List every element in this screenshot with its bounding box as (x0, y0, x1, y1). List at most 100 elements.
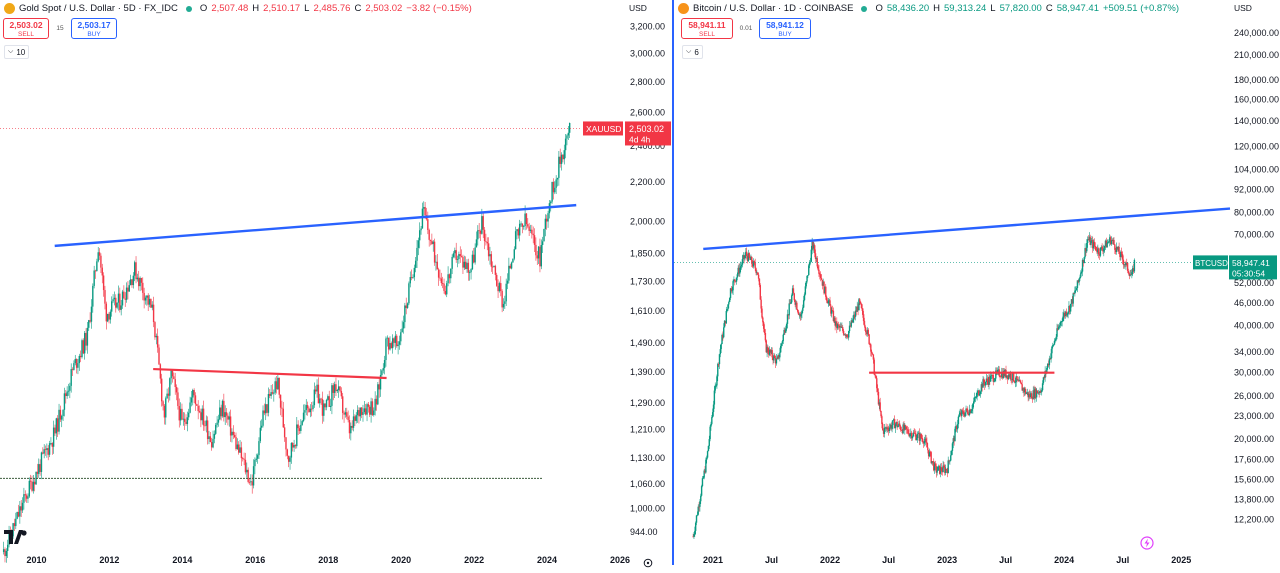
pane-divider[interactable] (672, 0, 674, 565)
candle-body-123 (797, 309, 799, 312)
candle-body-369 (501, 291, 503, 308)
gold-scale-settings-icon[interactable] (643, 555, 653, 573)
candle-body-415 (563, 150, 565, 160)
candle-body-249 (904, 425, 906, 430)
candle-body-0 (2, 549, 5, 552)
candle-body-471 (1092, 241, 1095, 249)
lightning-alert-icon[interactable] (1140, 536, 1154, 555)
candle-body-347 (471, 254, 474, 270)
x-tick-label-1: Jul (765, 555, 778, 565)
candle-body-262 (915, 433, 917, 440)
candle-body-196 (267, 394, 270, 413)
candle-body-461 (1084, 248, 1086, 258)
candle-body-156 (213, 433, 216, 439)
btc-close-label: C (1045, 3, 1053, 14)
candle-body-307 (417, 240, 420, 248)
candle-body-127 (174, 379, 176, 387)
y-tick-label-14: 34,000.00 (1234, 347, 1274, 357)
gold-currency-label[interactable]: USD (629, 3, 647, 13)
candle-body-231 (888, 427, 891, 432)
candle-body-62 (745, 251, 747, 256)
candle-body-316 (961, 410, 963, 416)
btc-high-label: H (933, 3, 941, 14)
candle-body-262 (356, 410, 359, 416)
candle-body-148 (202, 408, 205, 426)
candle-body-194 (857, 306, 859, 311)
candle-body-138 (189, 402, 191, 413)
candle-body-384 (521, 223, 524, 227)
candle-body-413 (560, 154, 563, 164)
candle-body-323 (439, 277, 441, 279)
candle-body-492 (1110, 240, 1113, 245)
btc-sell-button[interactable]: 58,941.11 SELL (681, 18, 733, 39)
candle-body-128 (801, 310, 803, 315)
candle-body-361 (490, 254, 493, 267)
candle-body-196 (859, 299, 861, 302)
candle-body-396 (1029, 394, 1031, 398)
candle-body-61 (744, 255, 746, 259)
btc-buy-button[interactable]: 58,941.12 BUY (759, 18, 811, 39)
gold-chart-pane[interactable]: 3,200.00 3,000.00 2,800.00 2,600.00 2,400.00… (0, 0, 672, 568)
candle-body-52 (736, 274, 739, 278)
candle-body-418 (1047, 363, 1050, 366)
candle-body-390 (1024, 388, 1026, 393)
candle-body-151 (206, 420, 209, 440)
candle-body-398 (1030, 393, 1033, 399)
candle-body-224 (305, 405, 307, 411)
bitcoin-title[interactable]: Bitcoin / U.S. Dollar · 1D · COINBASE (693, 3, 854, 14)
candle-body-321 (965, 408, 967, 413)
candle-body-46 (731, 290, 733, 292)
candle-body-481 (1101, 246, 1103, 250)
candle-body-227 (885, 427, 887, 429)
candle-body-216 (876, 378, 878, 389)
btc-currency-label[interactable]: USD (1234, 3, 1252, 13)
gold-buy-button[interactable]: 2,503.17 BUY (71, 18, 117, 39)
candle-body-178 (243, 458, 245, 460)
candle-body-247 (336, 389, 339, 392)
btc-high-value: 59,313.24 (944, 3, 987, 14)
y-tick-label-21: 13,800.00 (1234, 494, 1274, 504)
candle-body-171 (233, 434, 236, 438)
candle-body-269 (921, 438, 923, 439)
candle-body-29 (42, 452, 44, 454)
candle-body-376 (1012, 372, 1014, 381)
candle-body-382 (1017, 379, 1019, 381)
candle-body-3 (6, 544, 9, 551)
bitcoin-chart-pane[interactable]: 240,000.00 210,000.00 180,000.00 160,000.00… (674, 0, 1280, 565)
candle-body-449 (1074, 290, 1076, 294)
btc-trade-panel: 58,941.11 SELL 0.01 58,941.12 BUY (681, 18, 811, 39)
candle-body-361 (999, 376, 1001, 377)
candle-body-119 (163, 405, 166, 418)
gold-sell-button[interactable]: 2,503.02 SELL (3, 18, 49, 39)
gold-title[interactable]: Gold Spot / U.S. Dollar · 5D · FX_IDC (19, 3, 178, 14)
candle-body-314 (959, 412, 961, 415)
tradingview-logo-icon[interactable] (4, 528, 28, 551)
candle-body-353 (479, 230, 482, 234)
candle-body-259 (352, 416, 355, 428)
candle-body-297 (944, 468, 947, 473)
btc-low-label: L (990, 3, 996, 14)
gold-indicator-toggle[interactable]: ⌵ 10 (4, 45, 30, 59)
btc-indicator-toggle[interactable]: ⌵ 6 (682, 45, 703, 59)
candle-body-21 (31, 481, 33, 491)
candle-body-267 (919, 434, 921, 441)
candle-body-396 (537, 246, 540, 259)
candle-body-349 (989, 376, 991, 382)
candle-body-192 (262, 410, 264, 426)
candle-body-379 (1014, 382, 1017, 383)
gold-buy-label: BUY (87, 31, 101, 38)
candle-body-27 (39, 464, 41, 472)
candle-body-459 (1082, 259, 1085, 264)
bitcoin-symbol-icon (678, 3, 689, 14)
gold-chart-canvas[interactable]: 3,200.00 3,000.00 2,800.00 2,600.00 2,400.00… (0, 0, 672, 565)
x-tick-label-3: Jul (882, 555, 895, 565)
candle-body-409 (555, 179, 557, 188)
candle-body-142 (194, 395, 197, 405)
candle-body-405 (1036, 390, 1039, 394)
candle-body-188 (852, 318, 854, 323)
candle-body-391 (531, 229, 533, 234)
candle-body-277 (927, 450, 930, 457)
bitcoin-chart-canvas[interactable]: 240,000.00 210,000.00 180,000.00 160,000.00… (674, 0, 1280, 565)
candle-body-75 (104, 290, 106, 304)
candle-body-137 (808, 262, 811, 266)
